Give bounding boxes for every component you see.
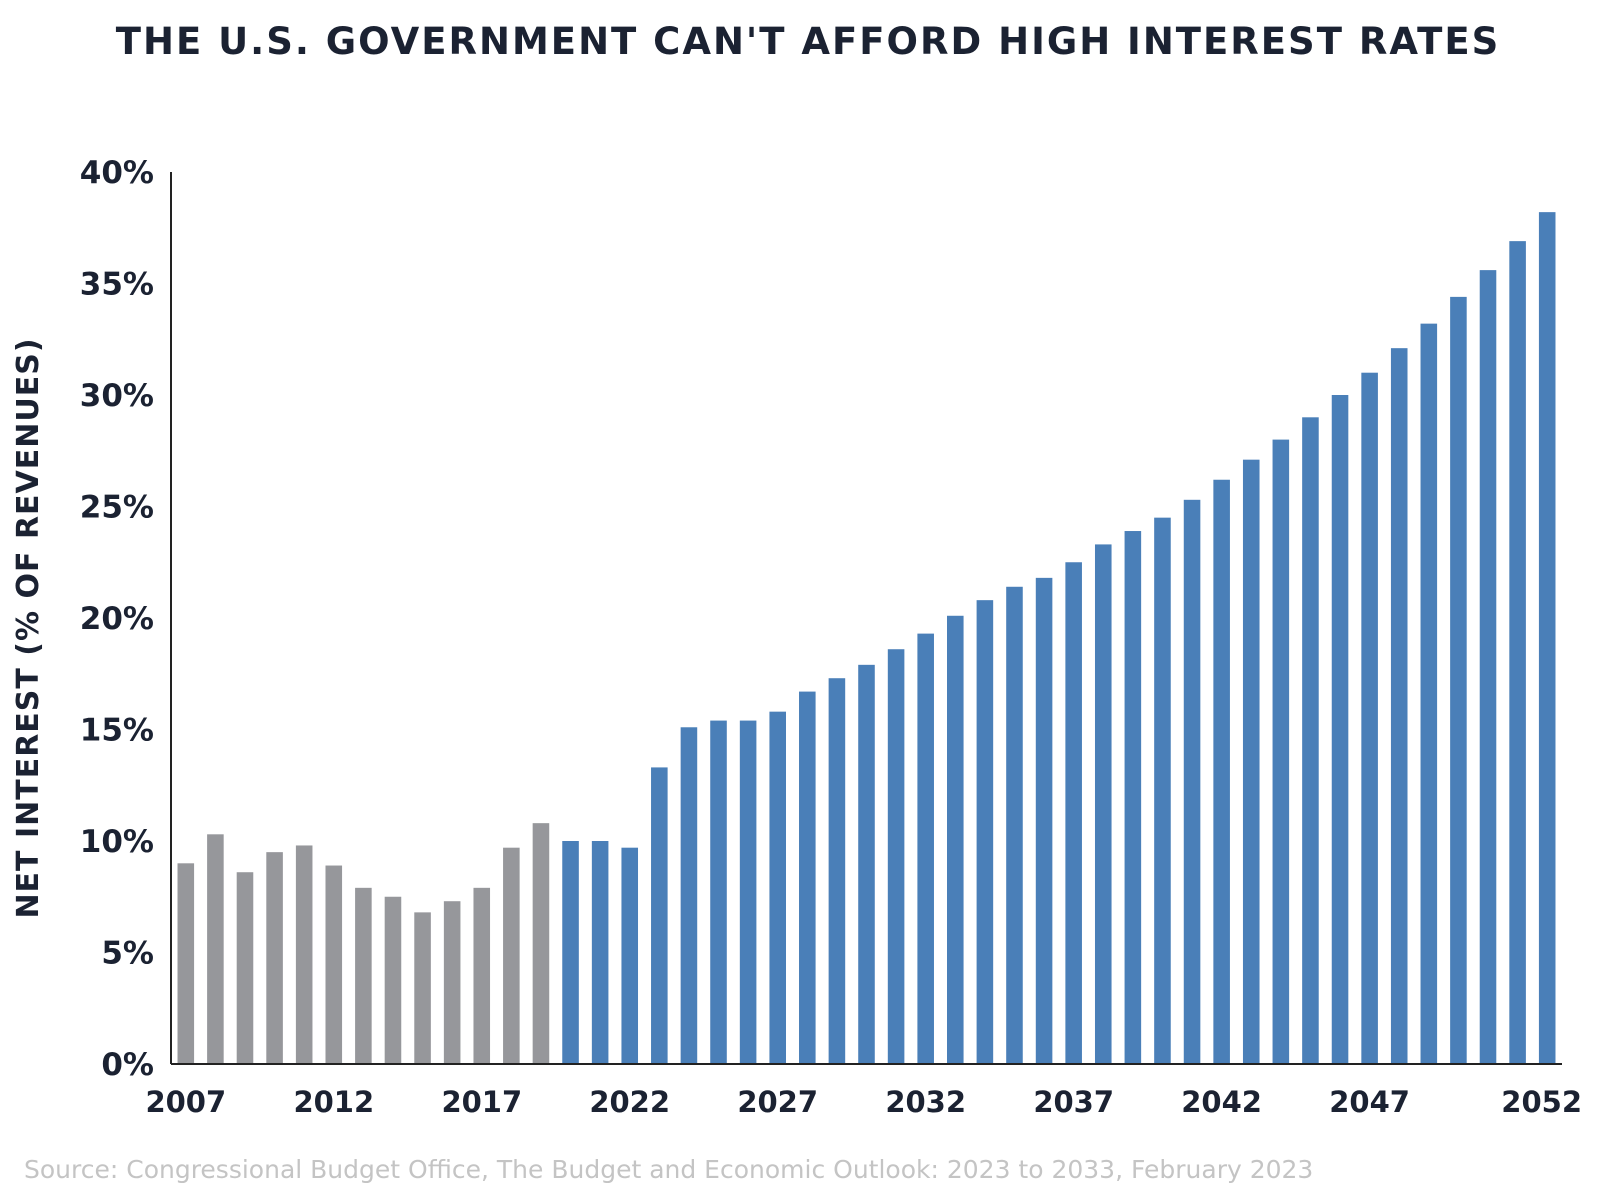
bar-2016	[443, 901, 461, 1064]
y-tick-label: 30%	[80, 378, 154, 414]
bar-2018	[503, 847, 520, 1064]
bar-2025	[710, 720, 727, 1064]
bar-2039	[1124, 531, 1142, 1064]
bar-2028	[799, 691, 816, 1064]
bar-2026	[739, 720, 757, 1064]
bar-2036	[1035, 577, 1053, 1064]
bar-2040	[1154, 517, 1171, 1064]
bar-2013	[355, 887, 372, 1064]
bar-2032	[917, 633, 934, 1064]
bar-2049	[1420, 323, 1438, 1064]
y-axis-ticks: 0% 5% 10% 15% 20% 25% 30% 35% 40%	[80, 155, 154, 1083]
bar-2010	[266, 852, 283, 1064]
x-tick-label: 2022	[589, 1085, 670, 1119]
bar-2051	[1479, 270, 1497, 1064]
bar-2023	[651, 767, 668, 1064]
y-tick-label: 15%	[80, 713, 154, 749]
x-axis-ticks: 2007 2012 2017 2022 2027 2032 2037 2042 2047 2052	[145, 1085, 1582, 1119]
bar-2030	[858, 664, 875, 1064]
bar-2019	[532, 823, 550, 1064]
bar-2007	[177, 863, 195, 1064]
bar-2048	[1390, 348, 1408, 1064]
bar-2041	[1183, 499, 1201, 1064]
y-axis-label: NET INTEREST (% OF REVENUES)	[11, 337, 46, 918]
y-tick-label: 35%	[80, 267, 154, 303]
bar-2029	[828, 678, 846, 1064]
bar-2015	[414, 912, 431, 1064]
bar-2034	[976, 600, 994, 1064]
y-tick-label: 25%	[80, 490, 154, 526]
y-tick-label: 10%	[80, 824, 154, 860]
y-tick-label: 40%	[80, 155, 154, 191]
y-tick-label: 5%	[101, 936, 154, 972]
bar-2037	[1065, 562, 1082, 1064]
bar-2050	[1450, 296, 1467, 1064]
bars	[177, 212, 1556, 1065]
y-tick-label: 0%	[101, 1047, 154, 1083]
bar-2024	[680, 727, 698, 1064]
x-tick-label: 2027	[737, 1085, 818, 1119]
x-tick-label: 2047	[1329, 1085, 1410, 1119]
source-note: Source: Congressional Budget Office, The…	[24, 1155, 1313, 1184]
bar-2009	[236, 872, 254, 1064]
x-tick-label: 2032	[885, 1085, 966, 1119]
bar-2045	[1302, 417, 1319, 1064]
bar-2022	[621, 847, 639, 1064]
bar-2027	[769, 711, 786, 1064]
bar-2033	[947, 615, 964, 1064]
bar-2047	[1361, 372, 1378, 1064]
bar-2038	[1094, 544, 1112, 1064]
bar-2020	[562, 841, 579, 1064]
bar-2021	[591, 841, 609, 1064]
x-tick-label: 2007	[145, 1085, 226, 1119]
bar-2043	[1242, 459, 1260, 1064]
bar-2035	[1006, 586, 1023, 1064]
bar-2011	[295, 845, 313, 1064]
bar-2012	[325, 865, 343, 1064]
bar-2042	[1213, 479, 1230, 1064]
x-tick-label: 2042	[1181, 1085, 1262, 1119]
bar-2046	[1331, 395, 1349, 1064]
bar-2044	[1272, 439, 1290, 1065]
x-tick-label: 2037	[1033, 1085, 1114, 1119]
bar-2017	[473, 887, 491, 1064]
chart-title: THE U.S. GOVERNMENT CAN'T AFFORD HIGH IN…	[116, 20, 1501, 63]
bar-2014	[384, 896, 402, 1064]
x-tick-label: 2012	[293, 1085, 374, 1119]
bar-2053	[1538, 212, 1556, 1064]
y-tick-label: 20%	[80, 601, 154, 637]
bar-2008	[207, 834, 224, 1064]
x-tick-label: 2052	[1501, 1085, 1582, 1119]
bar-2052	[1509, 241, 1526, 1064]
x-tick-label: 2017	[441, 1085, 522, 1119]
bar-2031	[887, 649, 905, 1064]
